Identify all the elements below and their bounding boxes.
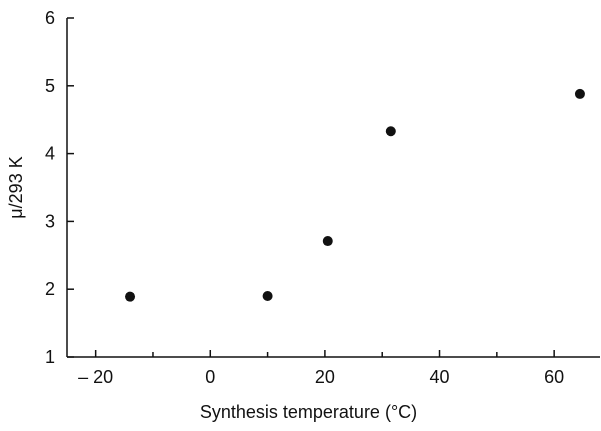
data-point xyxy=(125,291,136,302)
y-tick-label: 4 xyxy=(45,144,55,164)
data-point xyxy=(322,236,333,247)
x-axis-label: Synthesis temperature (°C) xyxy=(200,402,417,422)
x-tick-label: 0 xyxy=(205,367,215,387)
data-point xyxy=(262,290,273,301)
y-axis-label: μ/293 K xyxy=(6,156,26,218)
x-tick-label: 60 xyxy=(544,367,564,387)
tick-labels: 1 2 3 4 5 6 – 20 0 20 40 60 xyxy=(45,8,564,387)
x-tick-label: 20 xyxy=(315,367,335,387)
y-tick-label: 3 xyxy=(45,211,55,231)
x-tick-label: 40 xyxy=(430,367,450,387)
y-tick-label: 6 xyxy=(45,8,55,28)
y-tick-label: 2 xyxy=(45,279,55,299)
data-points xyxy=(125,88,585,302)
data-point xyxy=(574,88,585,99)
tick-marks xyxy=(67,17,555,358)
y-tick-label: 5 xyxy=(45,76,55,96)
x-tick-label: – 20 xyxy=(78,367,113,387)
axes xyxy=(66,18,600,358)
y-tick-label: 1 xyxy=(45,347,55,367)
data-point xyxy=(385,126,396,137)
